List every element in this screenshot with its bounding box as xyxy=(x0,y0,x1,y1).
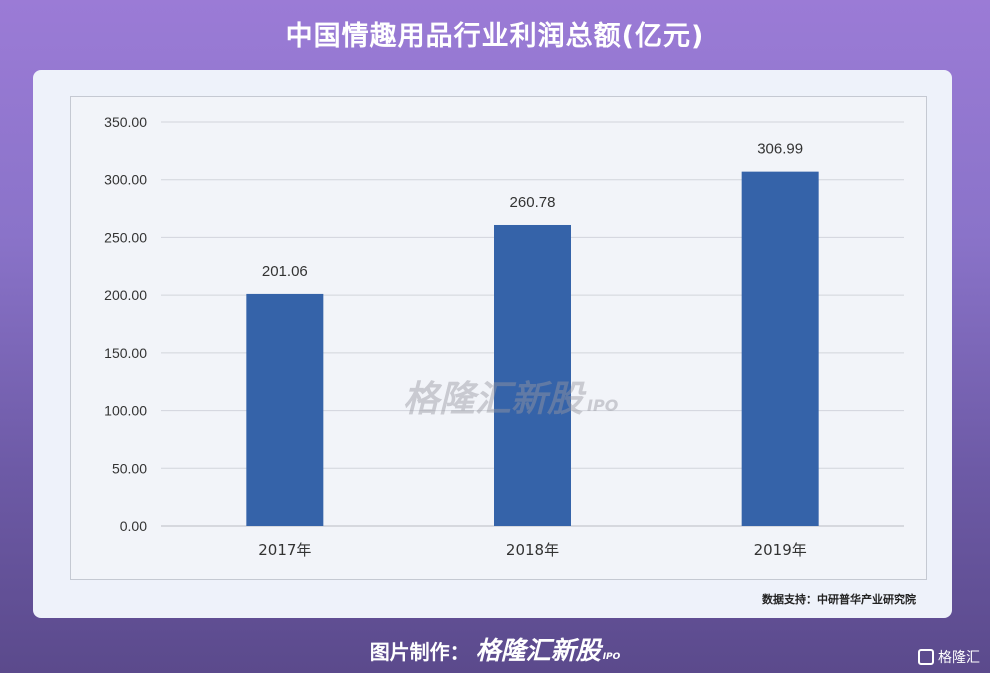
footer-credit: 图片制作： 格隆汇新股 IPO xyxy=(0,631,990,667)
corner-logo: 格隆汇 xyxy=(918,647,980,667)
x-tick-label: 2017年 xyxy=(258,541,311,559)
chart-title: 中国情趣用品行业利润总额(亿元) xyxy=(285,21,705,52)
logo-icon xyxy=(918,649,934,665)
y-tick-label: 200.00 xyxy=(104,287,147,303)
y-tick-label: 300.00 xyxy=(104,172,147,188)
corner-logo-text: 格隆汇 xyxy=(938,650,980,666)
y-tick-label: 350.00 xyxy=(104,114,147,130)
bar-chart: 0.00 50.00 100.00 150.00 200.00 250.00 300.00 3… xyxy=(104,114,904,559)
y-tick-label: 150.00 xyxy=(104,345,147,361)
x-tick-label: 2019年 xyxy=(754,541,807,559)
watermark-suffix: IPO xyxy=(587,396,619,415)
data-label: 260.78 xyxy=(510,194,556,211)
data-label: 201.06 xyxy=(262,263,308,280)
watermark: 格隆汇新股 IPO xyxy=(403,370,618,422)
y-tick-label: 250.00 xyxy=(104,229,147,245)
plot-frame: 0.00 50.00 100.00 150.00 200.00 250.00 300.00 3… xyxy=(70,96,927,580)
y-tick-label: 100.00 xyxy=(104,403,147,419)
x-tick-label: 2018年 xyxy=(506,541,559,559)
footer-suffix: IPO xyxy=(602,652,621,662)
bar xyxy=(246,293,324,526)
chart-card: 0.00 50.00 100.00 150.00 200.00 250.00 300.00 3… xyxy=(33,70,952,618)
footer-brand: 格隆汇新股 xyxy=(475,636,601,665)
bar xyxy=(494,224,571,526)
footer-prefix: 图片制作： xyxy=(369,640,470,664)
y-tick-label: 50.00 xyxy=(112,460,147,476)
bar xyxy=(741,171,819,527)
data-label: 306.99 xyxy=(757,141,803,158)
y-tick-label: 0.00 xyxy=(120,518,147,534)
source-note: 数据支持：中研普华产业研究院 xyxy=(762,593,916,606)
watermark-brand: 格隆汇新股 xyxy=(403,379,584,420)
